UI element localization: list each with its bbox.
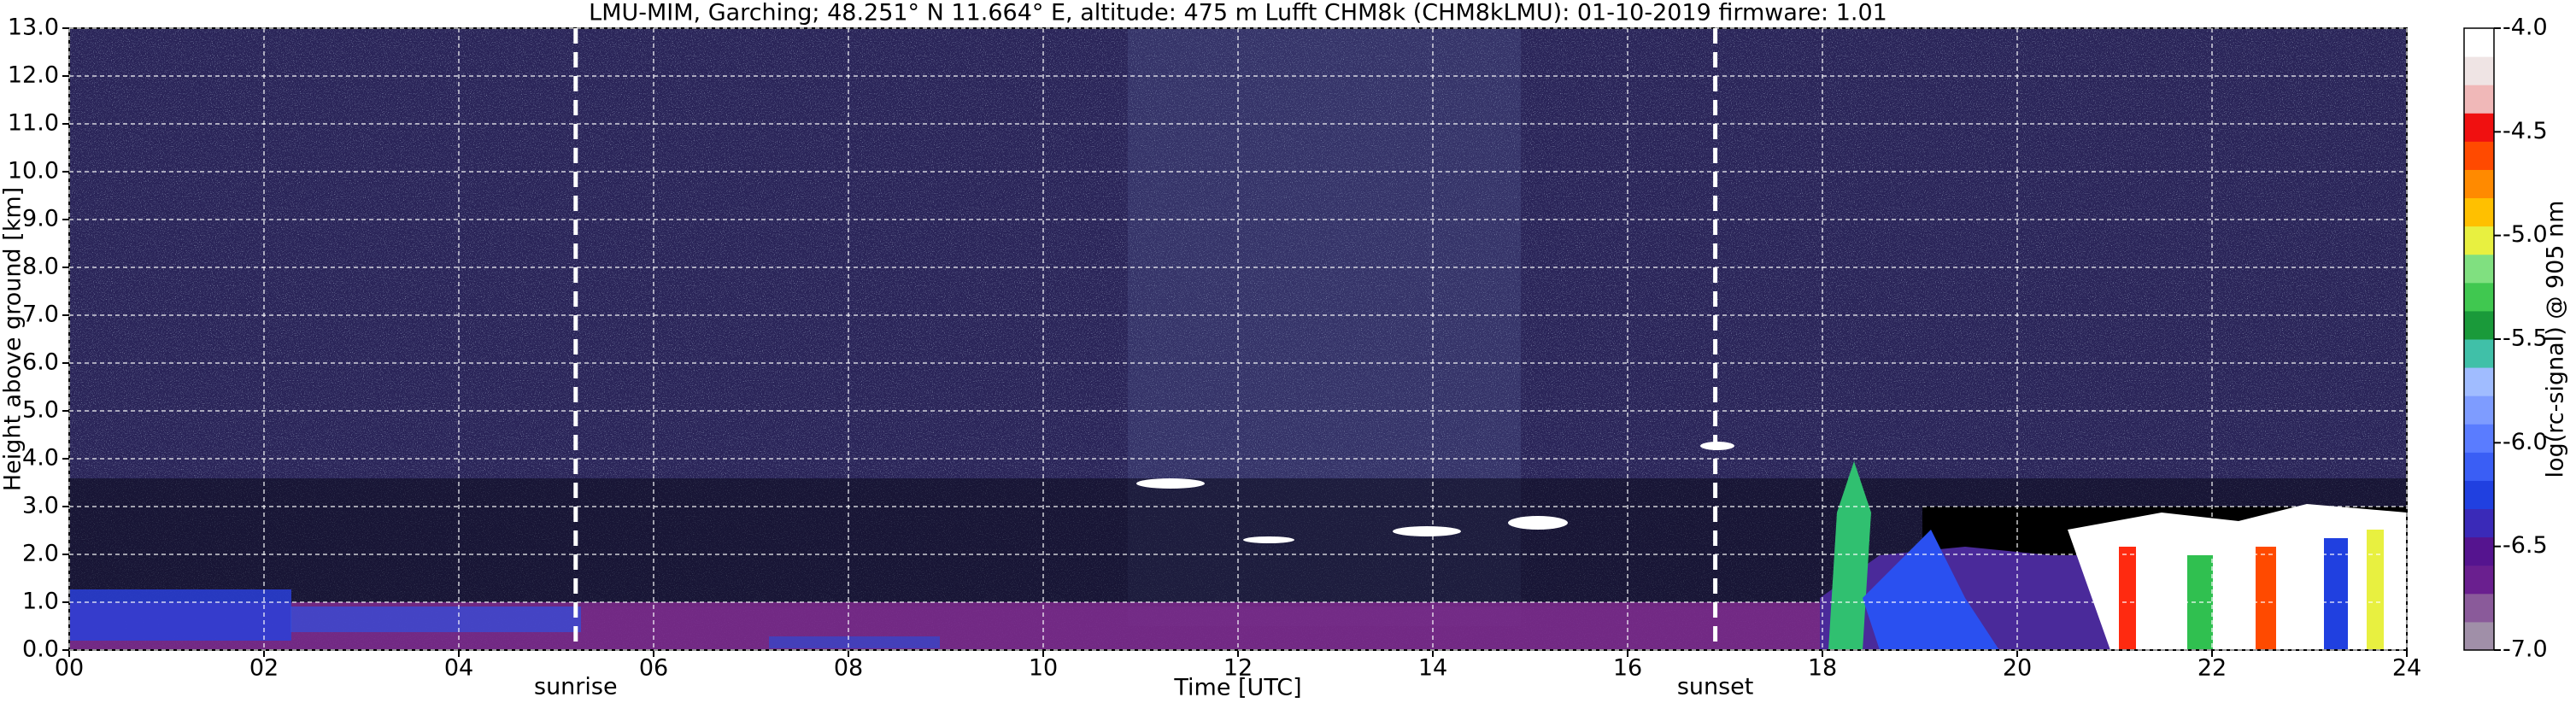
annotation-label: sunrise	[534, 674, 618, 700]
x-tick-label: 22	[2198, 655, 2227, 682]
x-tick-label: 00	[55, 655, 84, 682]
y-tick-label: 11.0	[8, 110, 59, 137]
colorbar-swatch	[2464, 536, 2494, 566]
x-tick-label: 10	[1029, 655, 1058, 682]
x-tick-label: 14	[1418, 655, 1447, 682]
y-tick-label: 12.0	[8, 62, 59, 89]
colorbar-swatch	[2464, 113, 2494, 142]
y-tick-label: 8.0	[22, 254, 59, 280]
colorbar-swatch	[2464, 508, 2494, 538]
chart-title: LMU-MIM, Garching; 48.251° N 11.664° E, …	[589, 0, 1887, 26]
colorbar-swatch	[2464, 141, 2494, 170]
y-axis-label: Height above ground [km]	[0, 187, 26, 491]
colorbar-swatch	[2464, 339, 2494, 368]
x-tick-label: 04	[444, 655, 473, 682]
colorbar-label: log(rc-signal) @ 905 nm	[2543, 201, 2569, 478]
y-tick-label: 5.0	[22, 397, 59, 424]
colorbar-swatch	[2464, 169, 2494, 199]
colorbar-tick-label: -5.5	[2503, 325, 2548, 352]
colorbar-swatch	[2464, 593, 2494, 623]
y-tick-label: 6.0	[22, 349, 59, 376]
y-tick-label: 3.0	[22, 493, 59, 519]
colorbar-tick-label: -7.0	[2503, 636, 2548, 663]
colorbar-tick-label: -4.0	[2503, 15, 2548, 41]
x-tick-label: 12	[1223, 655, 1253, 682]
colorbar-swatch	[2464, 367, 2494, 396]
colorbar-tick-label: -6.0	[2503, 429, 2548, 455]
colorbar-swatch	[2464, 56, 2494, 85]
colorbar-swatch	[2464, 424, 2494, 453]
x-tick-label: 20	[2003, 655, 2032, 682]
y-tick-label: 0.0	[22, 636, 59, 663]
y-tick-label: 2.0	[22, 541, 59, 567]
y-tick-label: 1.0	[22, 589, 59, 615]
y-tick-label: 4.0	[22, 445, 59, 472]
colorbar-tick-label: -5.0	[2503, 221, 2548, 248]
y-tick-label: 9.0	[22, 206, 59, 232]
colorbar-swatch	[2464, 480, 2494, 510]
colorbar-swatch	[2464, 85, 2494, 114]
y-tick-label: 13.0	[8, 15, 59, 41]
x-tick-label: 24	[2392, 655, 2421, 682]
x-tick-label: 18	[1808, 655, 1837, 682]
x-tick-label: 02	[249, 655, 279, 682]
colorbar-swatch	[2464, 310, 2494, 340]
colorbar-swatch	[2464, 452, 2494, 481]
colorbar-swatch	[2464, 282, 2494, 312]
x-tick-label: 06	[639, 655, 668, 682]
colorbar-swatch	[2464, 28, 2494, 57]
colorbar-swatch	[2464, 565, 2494, 595]
colorbar-swatch	[2464, 197, 2494, 227]
colorbar-swatch	[2464, 621, 2494, 651]
y-tick-label: 7.0	[22, 302, 59, 328]
y-tick-label: 10.0	[8, 158, 59, 185]
x-axis-label: Time [UTC]	[1173, 675, 1301, 701]
colorbar-swatch	[2464, 226, 2494, 255]
colorbar-swatch	[2464, 254, 2494, 284]
colorbar-swatch	[2464, 396, 2494, 425]
colorbar-tick-label: -4.5	[2503, 118, 2548, 144]
colorbar-tick-label: -6.5	[2503, 532, 2548, 559]
x-tick-label: 08	[834, 655, 863, 682]
annotation-label: sunset	[1677, 674, 1754, 700]
x-tick-label: 16	[1613, 655, 1642, 682]
